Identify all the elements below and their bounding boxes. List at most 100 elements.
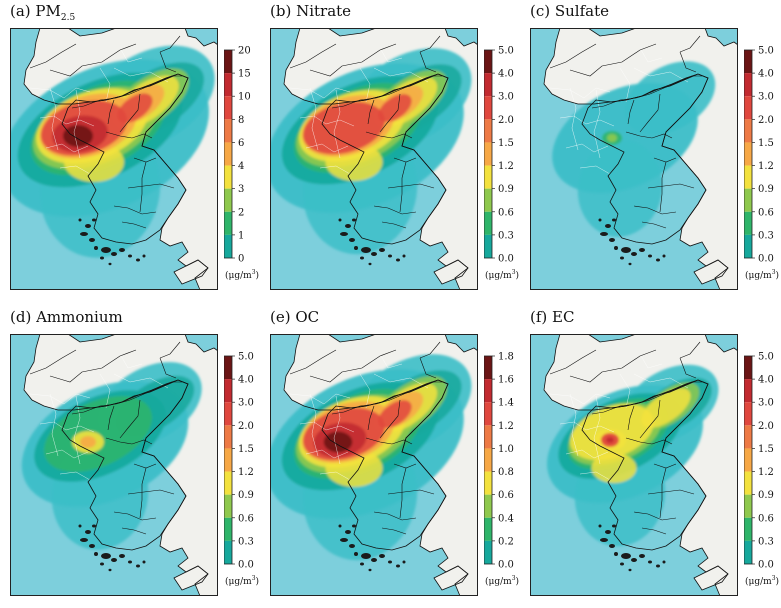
admin-border (289, 349, 337, 375)
island (396, 258, 400, 262)
colorbar-segment (484, 471, 492, 495)
colorbar-segment (484, 234, 492, 258)
island (85, 530, 91, 534)
admin-border (127, 183, 175, 189)
province-line (113, 373, 169, 389)
province-line (49, 393, 59, 457)
colorbar-tick-label: 0.0 (498, 254, 514, 265)
colorbar-tick-label: 3.0 (238, 398, 254, 409)
province-line (639, 353, 663, 369)
admin-border (569, 349, 657, 383)
land-japan (694, 566, 728, 590)
admin-border (373, 511, 417, 521)
admin-border (159, 341, 181, 359)
island (340, 232, 348, 236)
admin-border (107, 405, 115, 431)
island (100, 562, 104, 566)
unit-superscript: 3 (772, 269, 776, 276)
colorbar-segment (484, 402, 492, 426)
admin-border (399, 467, 407, 519)
unit-superscript: 3 (252, 269, 256, 276)
colorbar-tick-label: 0.9 (758, 184, 774, 195)
province-boundaries (549, 47, 689, 175)
colorbar-segment (744, 379, 752, 403)
concentration-map (10, 334, 218, 596)
colorbar-tick-label: 0.0 (238, 560, 254, 571)
admin-border (627, 405, 635, 431)
admin-border (309, 349, 397, 383)
island (89, 544, 95, 548)
colorbar-frame (224, 49, 233, 259)
japan-coast (433, 259, 469, 285)
admin-border (365, 437, 413, 445)
admin-border (105, 437, 153, 445)
province-line (359, 373, 371, 409)
island (80, 232, 88, 236)
province-line (299, 115, 355, 127)
province-line (359, 67, 371, 103)
island (621, 553, 631, 559)
admin-border (387, 489, 435, 495)
colorbar-unit: (μg/m3) (225, 575, 259, 587)
province-line (299, 421, 355, 433)
colorbar-tick-label: 5.0 (238, 352, 254, 363)
colorbar-tick-label: 0.9 (238, 490, 254, 501)
island (136, 564, 140, 568)
colorbar-tick-label: 0.6 (498, 207, 514, 218)
colorbar-segment (744, 50, 752, 74)
colorbar-tick-label: 1.2 (758, 467, 774, 478)
province-line (619, 373, 631, 409)
concentration-contour (606, 437, 614, 443)
land-northeast (544, 28, 738, 290)
island (639, 248, 645, 252)
concentration-map (270, 28, 478, 290)
colorbar-tick-label: 3 (238, 184, 244, 195)
colorbar-segment (224, 234, 232, 258)
admin-border (107, 99, 115, 125)
colorbar-tick-label: 2.0 (498, 115, 514, 126)
admin-border (633, 511, 677, 521)
panel-title-text: (b) Nitrate (270, 2, 352, 20)
concentration-map (530, 28, 738, 290)
admin-border (289, 43, 337, 69)
province-line (619, 67, 631, 103)
colorbar-tick-label: 1.5 (498, 138, 514, 149)
panel-title-text: (c) Sulfate (530, 2, 610, 20)
colorbar-segment (744, 119, 752, 143)
province-line (289, 87, 351, 99)
colorbar-segment (744, 540, 752, 564)
admin-border (71, 75, 182, 109)
province-line (319, 165, 351, 175)
island (85, 224, 91, 228)
province-line (549, 87, 611, 99)
coastline (23, 334, 218, 596)
admin-border (591, 381, 702, 415)
colorbar-tick-label: 10 (238, 92, 251, 103)
concentration-map (270, 334, 478, 596)
colorbar-tick-label: 2 (238, 207, 244, 218)
colorbar-segment (224, 50, 232, 74)
colorbar-tick-label: 1.5 (238, 444, 254, 455)
province-line (305, 143, 349, 153)
admin-border (139, 161, 147, 213)
island (338, 218, 342, 222)
admin-border (591, 75, 702, 109)
admin-border (569, 43, 657, 77)
island (89, 238, 95, 242)
panel-title-text: (f) EC (530, 308, 575, 326)
admin-border (679, 35, 701, 53)
colorbar-tick-label: 1.8 (498, 352, 514, 363)
concentration-field (552, 61, 716, 237)
colorbar-segment (224, 425, 232, 449)
colorbar-tick-label: 4.0 (498, 69, 514, 80)
province-line (379, 353, 403, 369)
concentration-contour (63, 125, 93, 147)
land-japan (174, 260, 208, 284)
panel-sulfate: (c) Sulfate 5.0 4.0 3.0 2.0 1.5 1.2 0.9 0.6 0.3 0.… (528, 0, 781, 300)
island (396, 564, 400, 568)
colorbar-tick-label: 0.6 (238, 513, 254, 524)
island (598, 524, 602, 528)
colorbar-segment (484, 425, 492, 449)
colorbar-segment (224, 494, 232, 518)
island (94, 246, 98, 250)
